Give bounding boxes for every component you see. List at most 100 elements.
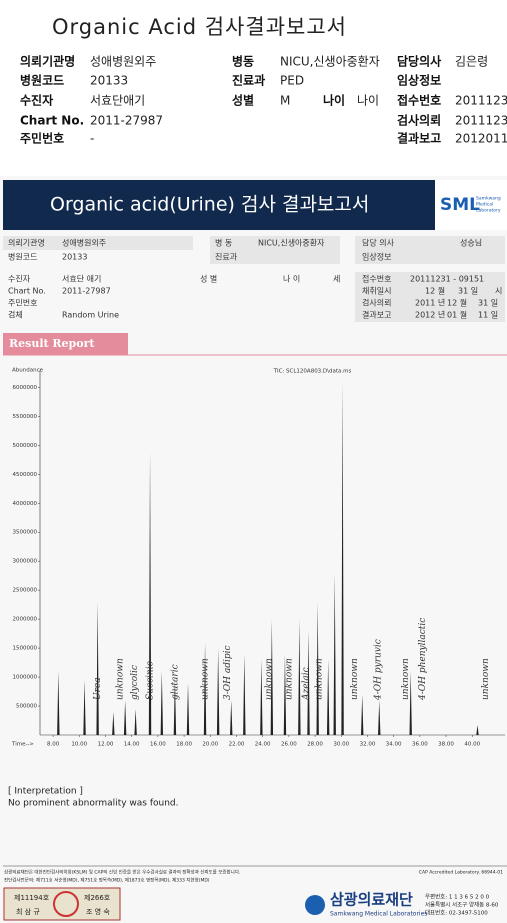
form-field: 31 일 <box>478 299 498 308</box>
field-value: - <box>90 132 94 146</box>
stamp-text: 조 영 숙 <box>86 907 110 916</box>
form-field: 검사의뢰 <box>362 298 391 308</box>
address: 대표번호: 02-3497-5100 <box>425 909 488 917</box>
form-field: 접수번호 <box>362 274 391 284</box>
section-bar <box>3 333 128 355</box>
y-tick-label: 3500000 <box>13 530 38 536</box>
x-tick-label: 12.00 <box>98 742 114 748</box>
peak <box>216 648 220 735</box>
peak <box>112 711 115 735</box>
footer-doctors: 진단검사전문의: 제711호 서순영(MD), 제751호 정목숙(MD), 제… <box>4 877 210 884</box>
form-field: 담당 의사 <box>362 238 395 248</box>
form-field: 2011-27987 <box>62 287 111 296</box>
field-value: 20111231- <box>455 94 507 108</box>
form-box <box>355 236 505 264</box>
peak <box>57 671 60 735</box>
field-value: PED <box>280 74 304 88</box>
form-field: 나 이 <box>283 274 300 284</box>
peak <box>341 381 344 735</box>
y-tick-label: 3000000 <box>13 559 38 565</box>
form-field: 주민번호 <box>8 298 37 308</box>
field-value: 성애병원외주 <box>90 55 156 69</box>
y-tick-label: 2000000 <box>13 617 38 623</box>
form-box <box>3 236 193 250</box>
footer-note: 삼광의료재단은 대한진단검사의학회(KSLM) 및 CAP의 신임 인증을 받은… <box>4 869 240 876</box>
form-field: 수진자 <box>8 274 31 284</box>
peak-annotation: unknown <box>315 658 325 700</box>
stamp-text: 제266호 <box>84 894 111 902</box>
stamp-text: 최 삼 규 <box>16 907 40 916</box>
peak <box>230 700 233 735</box>
x-tick-label: 14.00 <box>124 742 140 748</box>
y-tick-label: 5500000 <box>13 414 38 420</box>
field-label: 수진자 <box>20 93 53 108</box>
peak <box>307 630 310 735</box>
y-tick-label: 500000 <box>16 704 37 710</box>
peak-annotation: unknown <box>265 658 275 700</box>
field-value: 20120111 <box>455 132 507 146</box>
logo-sub: Samkwang <box>476 196 501 202</box>
peak <box>283 653 287 735</box>
x-tick-label: 36.00 <box>412 742 428 748</box>
field-value: 서효단애기 <box>90 94 145 108</box>
stamp-text: 제11194호 <box>14 894 50 902</box>
peak-annotation: 4-OH phenyllactic <box>418 618 428 701</box>
logo: SML <box>440 195 480 215</box>
form-field: 12 월 <box>447 298 467 308</box>
x-tick-label: 10.00 <box>71 742 87 748</box>
field-value: 20133 <box>90 74 128 88</box>
logo-sub: Medical <box>476 202 493 208</box>
field-value: NICU,신생아중환자 <box>280 55 380 69</box>
form-field: 01 월 <box>447 310 467 320</box>
y-tick-label: 1000000 <box>13 675 38 681</box>
peak <box>134 708 137 735</box>
form-field: 31 일 <box>458 287 478 296</box>
peak-annotation: Azelaic <box>301 667 311 701</box>
y-tick-label: 6000000 <box>13 385 38 391</box>
peak <box>361 694 364 735</box>
y-tick-label: 4000000 <box>13 501 38 507</box>
field-value: M <box>280 94 290 108</box>
seal <box>53 891 79 917</box>
peak-annotation: unknown <box>481 658 491 700</box>
field-label: 의뢰기관명 <box>20 54 75 69</box>
x-tick-label: 30.00 <box>333 742 349 748</box>
address: 서울특별시 서초구 양재동 8-60 <box>425 901 499 909</box>
interpretation-text: No prominent abnormality was found. <box>8 799 179 809</box>
logo-box <box>435 180 507 230</box>
peak <box>378 700 381 735</box>
x-tick-label: 38.00 <box>438 742 454 748</box>
field-label: 검사의뢰 <box>397 113 441 128</box>
y-axis-label: Abundance <box>12 368 44 374</box>
banner-title: Organic acid(Urine) 검사 결과보고서 <box>50 194 369 216</box>
field-label: 병원코드 <box>20 73 64 88</box>
peak <box>476 725 479 735</box>
peak-annotation: unknown <box>350 658 360 700</box>
form-field: 12 월 <box>425 286 445 296</box>
form-field: 20111231 - 09151 <box>410 275 484 284</box>
y-tick-label: 4500000 <box>13 472 38 478</box>
field-label: 결과보고 <box>397 131 441 146</box>
peak-annotation: Succinic <box>146 661 156 700</box>
form-field: 성 별 <box>200 274 217 284</box>
y-tick-label: 1500000 <box>13 646 38 652</box>
x-tick-label: 18.00 <box>176 742 192 748</box>
y-tick-label: 5000000 <box>13 443 38 449</box>
x-axis-label: Time--> <box>11 742 34 748</box>
x-tick-label: 8.00 <box>47 742 60 748</box>
peak-annotation: Urea <box>93 677 103 700</box>
form-box <box>355 272 505 322</box>
interpretation-title: [ Interpretation ] <box>8 787 83 797</box>
peak-annotation: glutaric <box>170 664 180 700</box>
x-tick-label: 28.00 <box>307 742 323 748</box>
form-field: 채취일시 <box>362 286 391 296</box>
section-title: Result Report <box>9 337 95 350</box>
form-field: 2011 년 <box>415 298 445 308</box>
form-field: 임상정보 <box>362 252 391 262</box>
form-box <box>210 236 340 264</box>
peak <box>260 659 263 735</box>
x-tick-label: 20.00 <box>202 742 218 748</box>
peak <box>186 682 190 735</box>
x-tick-label: 32.00 <box>360 742 376 748</box>
